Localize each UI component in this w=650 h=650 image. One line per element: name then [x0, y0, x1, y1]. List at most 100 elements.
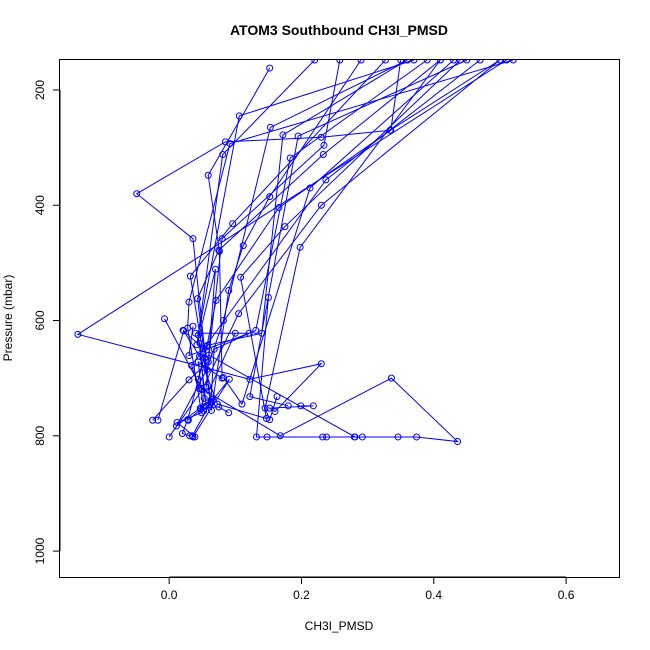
- data-point: [202, 402, 210, 410]
- profile-line: [164, 318, 459, 443]
- data-point: [185, 352, 193, 360]
- data-point: [185, 298, 193, 306]
- data-point: [205, 351, 213, 359]
- data-point: [317, 201, 325, 209]
- data-point: [403, 60, 411, 64]
- data-point: [322, 176, 330, 184]
- data-point: [319, 433, 327, 441]
- data-point: [309, 402, 317, 410]
- data-point: [154, 416, 162, 424]
- data-point: [186, 432, 194, 440]
- profile-line: [182, 60, 441, 351]
- profile-23: [252, 293, 358, 441]
- x-axis-label: CH3I_PMSD: [305, 619, 374, 633]
- data-point: [188, 361, 196, 369]
- data-point: [436, 60, 444, 64]
- data-point: [215, 246, 223, 254]
- profile-line: [76, 60, 507, 413]
- y-tick-label: 400: [33, 195, 47, 215]
- profile-line: [152, 60, 341, 421]
- profile-line: [204, 60, 362, 411]
- data-point: [225, 409, 233, 417]
- data-point: [266, 416, 274, 424]
- data-point: [204, 171, 212, 179]
- data-point: [450, 60, 458, 64]
- data-point: [350, 433, 358, 441]
- x-tick-label: 0.2: [293, 588, 310, 602]
- data-point: [381, 60, 389, 64]
- data-point: [463, 60, 471, 64]
- data-point: [221, 138, 229, 146]
- data-point: [192, 329, 200, 337]
- data-point: [357, 60, 365, 64]
- data-point: [246, 393, 254, 401]
- data-point: [161, 315, 169, 323]
- x-tick-label: 0.0: [161, 588, 178, 602]
- data-point: [261, 404, 269, 412]
- profile-line: [196, 60, 316, 388]
- data-point: [194, 295, 202, 303]
- data-point: [476, 60, 484, 64]
- profile-12: [219, 60, 458, 408]
- data-point: [189, 235, 197, 243]
- data-point: [296, 243, 304, 251]
- data-point: [215, 403, 223, 411]
- data-point: [186, 272, 194, 280]
- data-point: [196, 340, 204, 348]
- profile-line: [264, 60, 441, 422]
- data-point: [271, 408, 279, 416]
- x-axis: 0.0 0.2 0.4 0.6: [161, 576, 575, 602]
- data-point: [165, 433, 173, 441]
- data-point: [413, 433, 421, 441]
- data-point: [238, 400, 246, 408]
- profile-line: [222, 60, 454, 406]
- profile-line: [255, 297, 355, 438]
- profile-9: [179, 60, 444, 353]
- data-point: [225, 287, 233, 295]
- data-point: [229, 220, 237, 228]
- data-point: [284, 402, 292, 410]
- x-tick-label: 0.4: [425, 588, 442, 602]
- data-point: [252, 433, 260, 441]
- data-point: [281, 223, 289, 231]
- y-tick-label: 200: [33, 80, 47, 100]
- profile-line: [197, 60, 402, 380]
- data-point: [196, 404, 204, 412]
- data-point: [336, 60, 344, 64]
- data-point: [509, 60, 517, 64]
- data-point: [294, 132, 302, 140]
- data-point: [358, 433, 366, 441]
- data-point: [297, 402, 305, 410]
- series-layer: [74, 60, 517, 446]
- data-point: [386, 126, 394, 134]
- profile-line: [157, 60, 461, 421]
- profile-line: [135, 60, 501, 393]
- data-point: [235, 112, 243, 120]
- chart-title: ATOM3 Southbound CH3I_PMSD: [230, 22, 448, 38]
- y-axis: 200 400 600 800 1000: [33, 80, 61, 564]
- data-point: [178, 429, 186, 437]
- data-point: [198, 385, 206, 393]
- data-point: [320, 141, 328, 149]
- data-point: [189, 322, 197, 330]
- y-tick-label: 800: [33, 425, 47, 445]
- profile-7: [149, 60, 344, 424]
- data-point: [263, 433, 271, 441]
- y-tick-label: 600: [33, 310, 47, 330]
- profile-line: [188, 326, 250, 357]
- data-point: [239, 242, 247, 250]
- data-point: [266, 123, 274, 131]
- data-point: [503, 60, 511, 64]
- profile-19: [74, 60, 511, 416]
- data-point: [317, 133, 325, 141]
- data-point: [74, 330, 82, 338]
- data-point: [252, 326, 260, 334]
- profile-line: [197, 60, 415, 406]
- data-point: [219, 374, 227, 382]
- data-point: [149, 416, 157, 424]
- profile-17: [246, 60, 471, 410]
- data-point: [319, 151, 327, 159]
- data-point: [264, 293, 272, 301]
- data-point: [266, 64, 274, 72]
